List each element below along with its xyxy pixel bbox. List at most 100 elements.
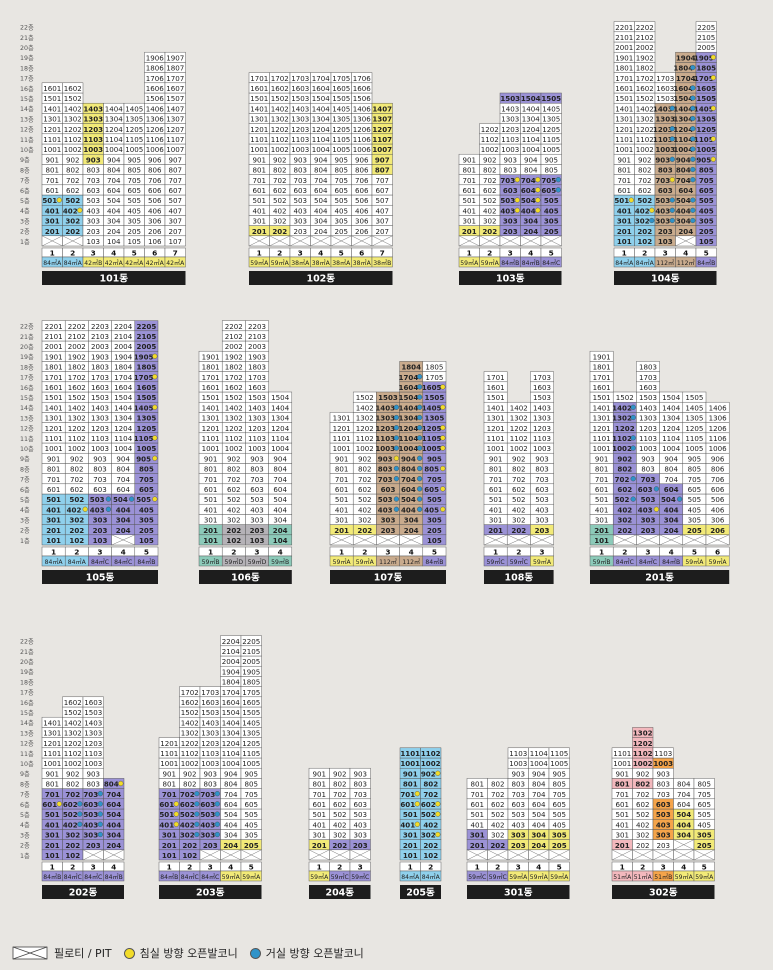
unit-number: 602 <box>273 186 287 195</box>
living-balcony-dot <box>393 496 400 502</box>
unit-number: 102 <box>226 536 241 545</box>
unit-number: 1701 <box>250 74 268 83</box>
floor-label: 10층 <box>20 145 34 154</box>
unit-number: 1501 <box>487 393 505 402</box>
unit-number: 503 <box>500 196 515 205</box>
unit-number: 1407 <box>372 104 392 113</box>
unit-number: 1703 <box>291 74 309 83</box>
unit-number: 301 <box>204 516 218 525</box>
bedroom-balcony-dot <box>514 207 520 213</box>
unit-number: 1302 <box>636 115 654 124</box>
unit-number: 704 <box>224 790 238 799</box>
building-name: 102동 <box>306 274 335 285</box>
unit-number: 401 <box>45 820 60 829</box>
building-name: 203동 <box>196 888 225 899</box>
unit-number: 1402 <box>612 403 632 412</box>
unit-number: 1203 <box>533 424 551 433</box>
unit-number: 301 <box>312 831 326 840</box>
unit-number: 1201 <box>160 739 178 748</box>
unit-number: 505 <box>136 495 151 504</box>
bedroom-balcony-dot <box>173 811 179 817</box>
floor-label: 6층 <box>20 186 30 195</box>
unit-number: 1503 <box>639 393 657 402</box>
unit-type: 84㎡C <box>616 558 634 566</box>
unit-type: 84㎡A <box>636 259 655 267</box>
unit-number: 202 <box>65 227 80 236</box>
unit-number: 1701 <box>593 373 611 382</box>
unit-number: 1201 <box>43 739 61 748</box>
unit-number: 303 <box>656 831 671 840</box>
unit-number: 601 <box>595 485 609 494</box>
floor-label: 15층 <box>20 708 34 717</box>
unit-number: 1205 <box>685 424 703 433</box>
unit-number: 401 <box>46 505 61 514</box>
unit-number: 502 <box>636 810 650 819</box>
unit-number: 204 <box>106 841 121 850</box>
line-number: 2 <box>70 248 75 257</box>
floor-label: 11층 <box>20 434 34 443</box>
unit-type: 59㎡C <box>468 873 486 881</box>
line-number: 3 <box>298 248 303 257</box>
unit-number: 501 <box>204 495 218 504</box>
unit-number: 304 <box>107 217 121 226</box>
unit-number: 302 <box>512 516 526 525</box>
unit-number: 1505 <box>332 94 350 103</box>
building-name-bar <box>590 570 730 584</box>
unit-number: 1405 <box>134 403 154 412</box>
unit-number: 1705 <box>134 373 154 382</box>
unit-type: 59㎡A <box>310 873 329 881</box>
unit-number: 1503 <box>84 708 102 717</box>
unit-type: 59㎡A <box>222 873 241 881</box>
floor-label: 20층 <box>20 342 34 351</box>
unit-type: 42㎡B <box>84 259 102 267</box>
unit-number: 1802 <box>225 363 243 372</box>
unit-number: 1603 <box>291 84 309 93</box>
unit-number: 704 <box>521 176 536 185</box>
floor-label: 5층 <box>20 495 30 504</box>
unit-number: 203 <box>250 526 265 535</box>
unit-number: 1205 <box>696 125 716 134</box>
unit-number: 305 <box>699 217 714 226</box>
living-balcony-dot <box>555 187 561 193</box>
unit-number: 1503 <box>248 393 266 402</box>
bedroom-balcony-dot <box>435 811 441 817</box>
unit-number: 1706 <box>353 74 372 83</box>
unit-number: 703 <box>511 790 525 799</box>
unit-number: 1402 <box>636 104 654 113</box>
unit-number: 802 <box>617 465 632 474</box>
unit-cell <box>134 320 159 332</box>
unit-number: 1401 <box>487 403 505 412</box>
living-balcony-dot <box>669 217 675 224</box>
unit-number: 303 <box>641 516 656 525</box>
building-name-bar <box>614 271 717 285</box>
unit-number: 302 <box>635 217 650 226</box>
unit-cell <box>483 371 508 383</box>
unit-number: 1005 <box>696 145 716 154</box>
unit-cell <box>371 102 393 114</box>
unit-number: 1605 <box>696 84 716 93</box>
unit-number: 304 <box>273 516 287 525</box>
unit-number: 702 <box>483 176 497 185</box>
unit-cell <box>530 371 554 383</box>
unit-number: 703 <box>656 790 670 799</box>
unit-number: 1306 <box>353 115 372 124</box>
line-number: 2 <box>640 862 645 871</box>
unit-number: 401 <box>617 206 632 215</box>
unit-type: 59㎡B <box>593 558 611 566</box>
unit-number: 1102 <box>421 749 441 758</box>
unit-number: 1002 <box>271 145 289 154</box>
living-balcony-dot <box>393 506 400 512</box>
line-number: 1 <box>408 862 413 871</box>
pilotis-cross <box>507 534 531 546</box>
line-number: 1 <box>493 547 498 556</box>
unit-number: 604 <box>314 186 328 195</box>
line-number: 1 <box>317 862 322 871</box>
unit-number: 1104 <box>271 434 290 443</box>
living-balcony-dot <box>630 414 636 421</box>
unit-number: 1402 <box>68 403 86 412</box>
unit-number: 206 <box>355 227 369 236</box>
unit-number: 1907 <box>166 53 184 62</box>
unit-number: 1502 <box>68 393 86 402</box>
living-balcony-dot <box>97 821 103 827</box>
